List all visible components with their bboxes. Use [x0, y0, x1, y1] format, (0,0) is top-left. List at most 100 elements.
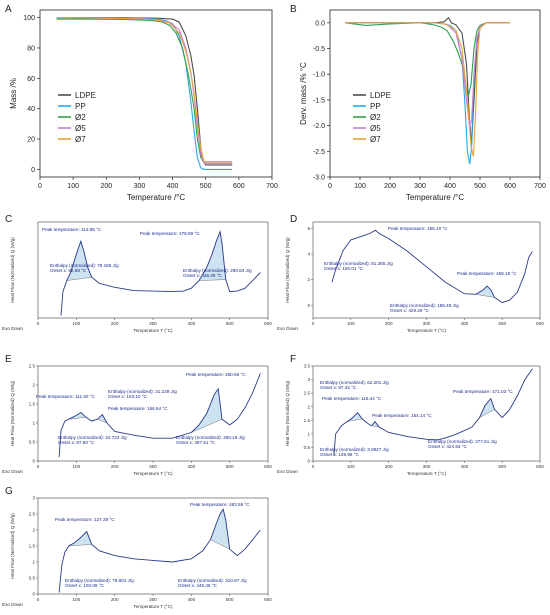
peak-area-C-0 [66, 240, 92, 281]
annotation-E-8: Onset x: 397.51 °C [176, 440, 216, 445]
plot-frame-E [37, 365, 269, 462]
dsc-curve-G [58, 508, 261, 593]
annotation-C-2: Enthalpy (normalized): 79.155 J/g [50, 263, 119, 268]
panel-label-E: E [5, 354, 12, 365]
y-tick-label: 4 [307, 252, 310, 257]
x-axis-label: Temperature T (°C) [133, 471, 173, 476]
peak-area-F-2 [479, 398, 495, 419]
annotation-E-6: Onset x: 87.50 °C [58, 440, 95, 445]
annotation-G-5: Onset x: 445.45 °C [178, 583, 218, 588]
y-tick-label: 1.5 [29, 544, 36, 549]
annotation-G-3: Onset x: 100.08 °C [65, 583, 105, 588]
y-tick-label: 1 [32, 560, 35, 565]
annotation-E-1: Enthalpy (normalized): 31.239 J/g [108, 389, 177, 394]
exo-direction-label: Exo Down [277, 326, 298, 331]
plot-frame-A [39, 9, 273, 178]
annotation-F-7: Enthalpy (normalized): 277.61 J/g [428, 439, 497, 444]
x-tick-label: 600 [536, 321, 544, 326]
y-tick-label: -0.5 [313, 46, 325, 53]
y-tick-label: 2.5 [304, 391, 311, 396]
legend-label: Ø7 [75, 135, 86, 144]
peak-area-E-2 [191, 388, 223, 433]
annotation-F-4: Peak temperature: 164.14 °C [372, 413, 432, 418]
x-tick-label: 500 [226, 464, 234, 469]
legend-label: PP [370, 102, 381, 111]
annotation-C-3: Onset x: 92.58 °C [50, 268, 87, 273]
plot-frame-B [329, 9, 541, 178]
y-axis-label: Heat Flow (Normalized) Q (W/g) [10, 237, 15, 303]
x-tick-label: 200 [385, 321, 393, 326]
legend-label: LDPE [75, 91, 96, 100]
y-tick-label: 6 [307, 226, 310, 231]
y-tick-label: 0 [32, 592, 35, 597]
y-axis-label: Heat Flow (Normalized) Q (W/g) [285, 380, 290, 446]
annotation-F-3: Peak temperature: 118.44 °C [322, 396, 382, 401]
x-tick-label: 700 [266, 183, 278, 190]
annotation-F-6: Onset x: 149.98 °C [320, 452, 360, 457]
panel-label-G: G [5, 486, 13, 497]
y-tick-label: 2 [32, 383, 35, 388]
y-tick-label: 40 [27, 106, 35, 113]
annotation-G-4: Enthalpy (normalized): 310.97 J/g [178, 578, 247, 583]
x-tick-label: 500 [226, 321, 234, 326]
y-tick-label: 3 [307, 377, 310, 382]
annotation-D-3: Peak temperature: 459.18 °C [457, 271, 517, 276]
annotation-E-3: Peak temperature: 111.60 °C [36, 394, 96, 399]
x-tick-label: 100 [347, 464, 355, 469]
annotation-C-4: Enthalpy (normalized): 290.84 J/g [183, 268, 252, 273]
y-tick-label: 1.5 [29, 402, 36, 407]
x-tick-label: 400 [187, 464, 195, 469]
y-tick-label: 2 [307, 404, 310, 409]
y-tick-label: 0 [32, 459, 35, 464]
x-tick-label: 300 [423, 464, 431, 469]
y-tick-label: -1.5 [313, 97, 325, 104]
y-tick-label: 1 [32, 421, 35, 426]
y-tick-label: 0.0 [315, 20, 325, 27]
y-axis-label: Derv. mass /% °C [299, 62, 308, 125]
x-tick-label: 400 [460, 321, 468, 326]
x-tick-label: 400 [460, 464, 468, 469]
exo-direction-label: Exo Down [2, 602, 23, 607]
annotation-F-8: Onset x: 424.83 °C [428, 444, 468, 449]
y-tick-label: 0 [307, 459, 310, 464]
annotation-D-5: Onset x: 429.29 °C [390, 308, 430, 313]
x-tick-label: 0 [328, 183, 332, 190]
annotation-E-4: Peak temperature: 166.64 °C [108, 406, 168, 411]
y-axis-label: Heat Flow (Normalized) Q (W/g) [285, 237, 290, 303]
x-tick-label: 300 [149, 321, 157, 326]
x-tick-label: 600 [264, 464, 272, 469]
panel-label-F: F [290, 354, 296, 365]
x-tick-label: 600 [264, 597, 272, 602]
x-tick-label: 100 [72, 597, 80, 602]
x-axis-label: Temperature T (°C) [133, 328, 173, 333]
annotation-F-0: Enthalpy (normalized): 62.201 J/g [320, 380, 389, 385]
x-tick-label: 300 [149, 597, 157, 602]
annotation-F-5: Enthalpy (normalized): 3.0927 J/g [320, 447, 389, 452]
y-axis-label: Mass /% [9, 78, 18, 109]
annotation-D-2: Onset x: 150.01 °C [324, 266, 364, 271]
x-tick-label: 600 [233, 183, 245, 190]
peak-area-E-1 [97, 414, 108, 424]
annotation-E-2: Onset x: 103.10 °C [108, 394, 148, 399]
legend-label: Ø5 [75, 124, 86, 133]
x-tick-label: 100 [347, 321, 355, 326]
y-axis-label: Heat Flow (Normalized) Q (W/g) [10, 380, 15, 446]
annotation-D-0: Peak temperature: 166.10 °C [388, 226, 448, 231]
x-tick-label: 500 [226, 597, 234, 602]
annotation-E-7: Enthalpy (normalized): 260.19 J/g [176, 435, 245, 440]
x-tick-label: 0 [312, 321, 315, 326]
y-tick-label: -2.5 [313, 149, 325, 156]
x-tick-label: 500 [200, 183, 212, 190]
y-tick-label: 2 [32, 528, 35, 533]
annotation-C-1: Peak temperature: 478.89 °C [140, 231, 200, 236]
dsc-curve-F [333, 368, 533, 456]
exo-direction-label: Exo Down [277, 469, 298, 474]
x-tick-label: 200 [111, 321, 119, 326]
annotation-G-2: Enthalpy (normalized): 79.803 J/g [65, 578, 134, 583]
dsc-curve-C [60, 229, 261, 316]
x-axis-label: Temperature /°C [406, 193, 465, 202]
x-tick-label: 200 [385, 464, 393, 469]
annotation-F-1: Onset x: 87.32 °C [320, 385, 357, 390]
y-tick-label: 100 [23, 15, 35, 22]
y-tick-label: -1.0 [313, 72, 325, 79]
